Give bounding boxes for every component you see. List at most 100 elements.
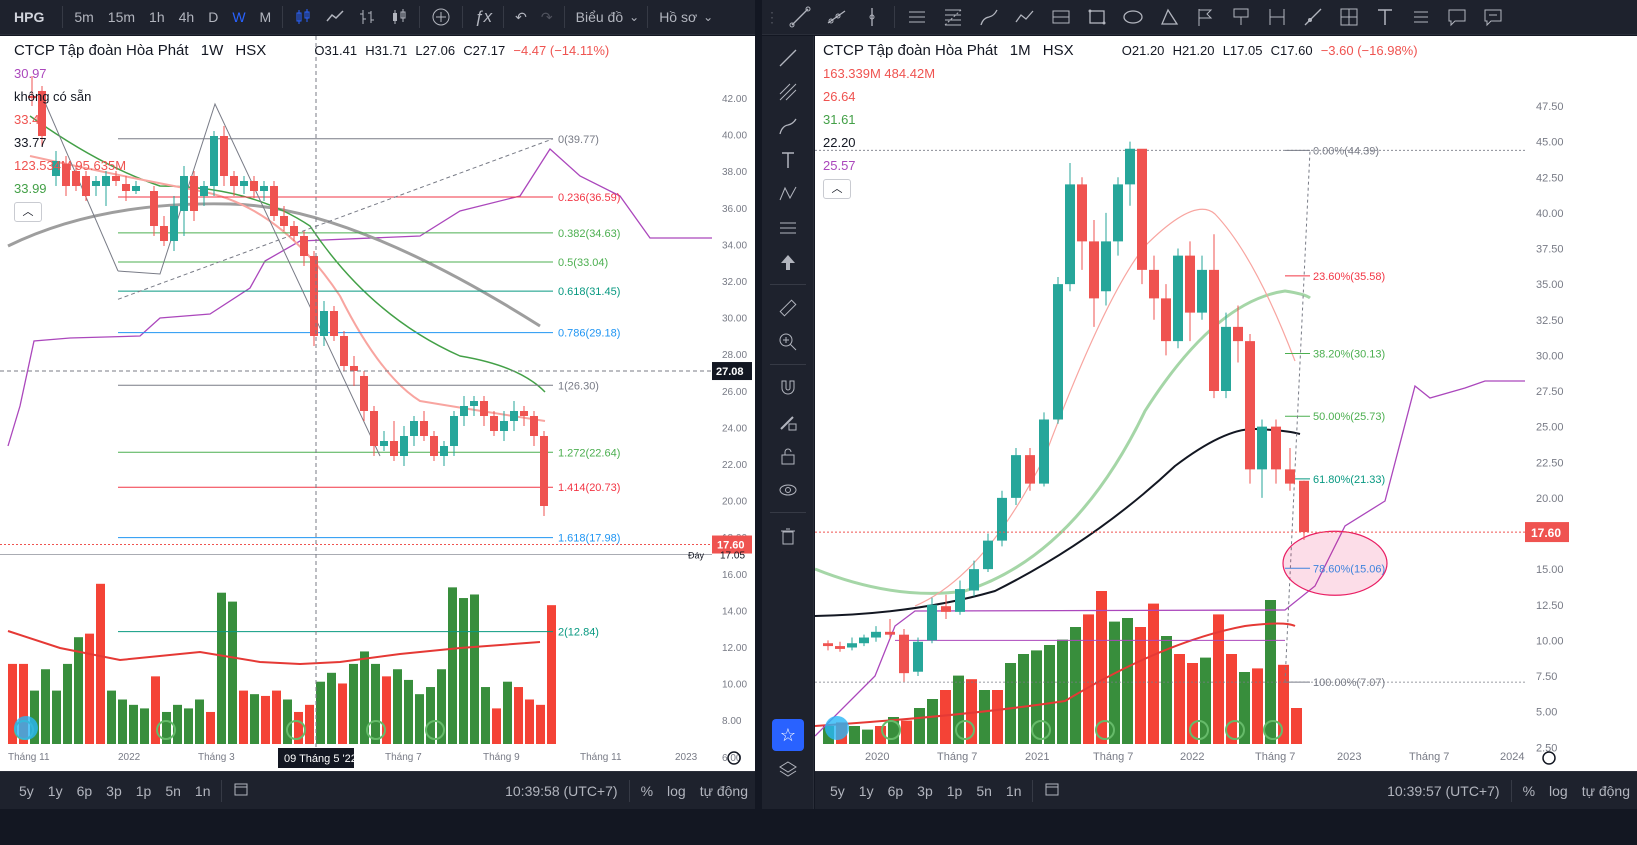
range-3m[interactable]: 3p xyxy=(917,782,933,799)
rectangle-icon[interactable] xyxy=(1079,0,1115,35)
goto-date-icon[interactable] xyxy=(226,781,256,800)
trash-icon[interactable] xyxy=(772,520,804,552)
trend-line-icon[interactable] xyxy=(782,0,818,35)
timeframe-1h[interactable]: 1h xyxy=(149,9,165,25)
layers-icon[interactable] xyxy=(772,753,804,785)
magnet-icon[interactable] xyxy=(772,372,804,404)
text-icon[interactable] xyxy=(772,144,804,176)
symbol-search[interactable]: HPG xyxy=(14,9,45,25)
percent-toggle[interactable]: % xyxy=(1522,782,1536,799)
fib-icon[interactable] xyxy=(935,0,971,35)
left-chart-legend: CTCP Tập đoàn Hòa Phát 1W HSX O31.41 H31… xyxy=(14,42,609,59)
collapse-legend-button[interactable]: ︿ xyxy=(14,202,42,222)
goto-date-icon[interactable] xyxy=(1037,781,1067,800)
undo-icon[interactable]: ↶ xyxy=(515,8,527,25)
text-icon[interactable] xyxy=(1367,0,1403,35)
range-3m[interactable]: 3p xyxy=(106,782,122,799)
pane-divider[interactable] xyxy=(755,0,762,845)
ruler-icon[interactable] xyxy=(772,292,804,324)
path-icon[interactable] xyxy=(1007,0,1043,35)
ray-icon[interactable] xyxy=(818,0,854,35)
chart-menu-dropdown[interactable]: Biểu đồ xyxy=(569,0,644,35)
flag-icon[interactable] xyxy=(1187,0,1223,35)
ellipse-icon[interactable] xyxy=(1115,0,1151,35)
right-top-toolbar: ⋮ xyxy=(762,0,1637,35)
range-5d[interactable]: 5n xyxy=(165,782,181,799)
flag-marker-icon[interactable] xyxy=(1475,0,1511,35)
range-1y[interactable]: 1y xyxy=(858,782,874,799)
left-chart-pane[interactable]: 42.00 40.00 38.00 36.00 34.00 32.00 30.00 28.00… xyxy=(0,36,755,771)
list-icon[interactable] xyxy=(1403,0,1439,35)
fib-level-label: 78.60%(15.06) xyxy=(1313,563,1385,575)
arrow-up-icon[interactable] xyxy=(772,246,804,278)
right-chart-canvas[interactable]: 47.50 45.00 42.50 40.00 37.50 35.00 32.50 30.00… xyxy=(815,36,1637,771)
auto-toggle[interactable]: tự động xyxy=(1581,782,1630,799)
pattern-icon[interactable] xyxy=(772,178,804,210)
volume-bar xyxy=(206,711,215,744)
indicators-icon[interactable]: ƒx xyxy=(474,7,493,26)
clock-time[interactable]: 10:39:58 (UTC+7) xyxy=(505,782,618,799)
range-1m[interactable]: 1p xyxy=(135,782,152,799)
triangle-icon[interactable] xyxy=(1151,0,1187,35)
candle-body xyxy=(510,411,518,421)
right-chart-pane[interactable]: 47.50 45.00 42.50 40.00 37.50 35.00 32.50 30.00… xyxy=(815,36,1637,771)
comment-icon[interactable] xyxy=(1439,0,1475,35)
timeframe-w[interactable]: W xyxy=(232,9,246,25)
range-1d[interactable]: 1n xyxy=(194,782,211,799)
bars-icon[interactable] xyxy=(351,0,383,35)
range-1m[interactable]: 1p xyxy=(946,782,963,799)
pitchfork-icon[interactable] xyxy=(772,76,804,108)
timeframe-m[interactable]: M xyxy=(259,9,272,25)
lock-icon[interactable] xyxy=(772,440,804,472)
date-range-icon[interactable] xyxy=(1043,0,1079,35)
volume-bar xyxy=(514,687,523,744)
auto-toggle[interactable]: tự động xyxy=(699,782,748,799)
log-toggle[interactable]: log xyxy=(667,782,686,799)
note-icon[interactable] xyxy=(1223,0,1259,35)
trend-line-icon[interactable] xyxy=(772,42,804,74)
add-compare-icon[interactable] xyxy=(424,0,458,35)
collapse-legend-button[interactable]: ︿ xyxy=(823,179,851,199)
candle-body xyxy=(997,497,1007,541)
brush-icon[interactable] xyxy=(971,0,1007,35)
candles-icon[interactable] xyxy=(287,0,319,35)
candle-body xyxy=(220,136,228,176)
timeframe-d[interactable]: D xyxy=(208,9,219,25)
profile-menu-dropdown[interactable]: Hồ sơ xyxy=(652,0,717,35)
volume-bar xyxy=(940,690,951,744)
lock-pencil-icon[interactable] xyxy=(772,406,804,438)
range-6m[interactable]: 6p xyxy=(76,782,93,799)
range-5d[interactable]: 5n xyxy=(976,782,992,799)
star-icon[interactable]: ☆ xyxy=(772,719,804,751)
clock-time[interactable]: 10:39:57 (UTC+7) xyxy=(1387,782,1500,799)
zoom-in-icon[interactable] xyxy=(772,326,804,358)
crosshair-icon[interactable] xyxy=(1331,0,1367,35)
grey-ma-line xyxy=(7,202,541,328)
timeframe-5m[interactable]: 5m xyxy=(74,9,94,25)
prediction-icon[interactable] xyxy=(772,212,804,244)
timeframe-4h[interactable]: 4h xyxy=(178,9,195,25)
range-5y[interactable]: 5y xyxy=(830,782,845,799)
parallel-channel-icon[interactable] xyxy=(899,0,935,35)
log-toggle[interactable]: log xyxy=(1549,782,1568,799)
hollow-candles-icon[interactable] xyxy=(383,0,415,35)
percent-toggle[interactable]: % xyxy=(640,782,654,799)
volume-bar xyxy=(1070,627,1081,744)
timeframe-15m[interactable]: 15m xyxy=(107,9,136,25)
measure-icon[interactable] xyxy=(1295,0,1331,35)
range-5y[interactable]: 5y xyxy=(19,782,34,799)
range-1d[interactable]: 1n xyxy=(1005,782,1022,799)
range-1y[interactable]: 1y xyxy=(47,782,63,799)
light-green-ma-line xyxy=(815,289,1311,595)
range-6m[interactable]: 6p xyxy=(887,782,904,799)
fib-trend-line xyxy=(117,138,554,300)
line-chart-icon[interactable] xyxy=(319,0,351,35)
brush-icon[interactable] xyxy=(772,110,804,142)
eye-icon[interactable] xyxy=(772,474,804,506)
sidebar-separator xyxy=(770,512,806,513)
redo-icon[interactable]: ↷ xyxy=(540,8,553,25)
y-axis-tick: 47.50 xyxy=(1536,101,1564,113)
left-chart-canvas[interactable]: 42.00 40.00 38.00 36.00 34.00 32.00 30.00 28.00… xyxy=(0,36,755,771)
price-range-icon[interactable] xyxy=(1259,0,1295,35)
vertical-line-icon[interactable] xyxy=(854,0,890,35)
